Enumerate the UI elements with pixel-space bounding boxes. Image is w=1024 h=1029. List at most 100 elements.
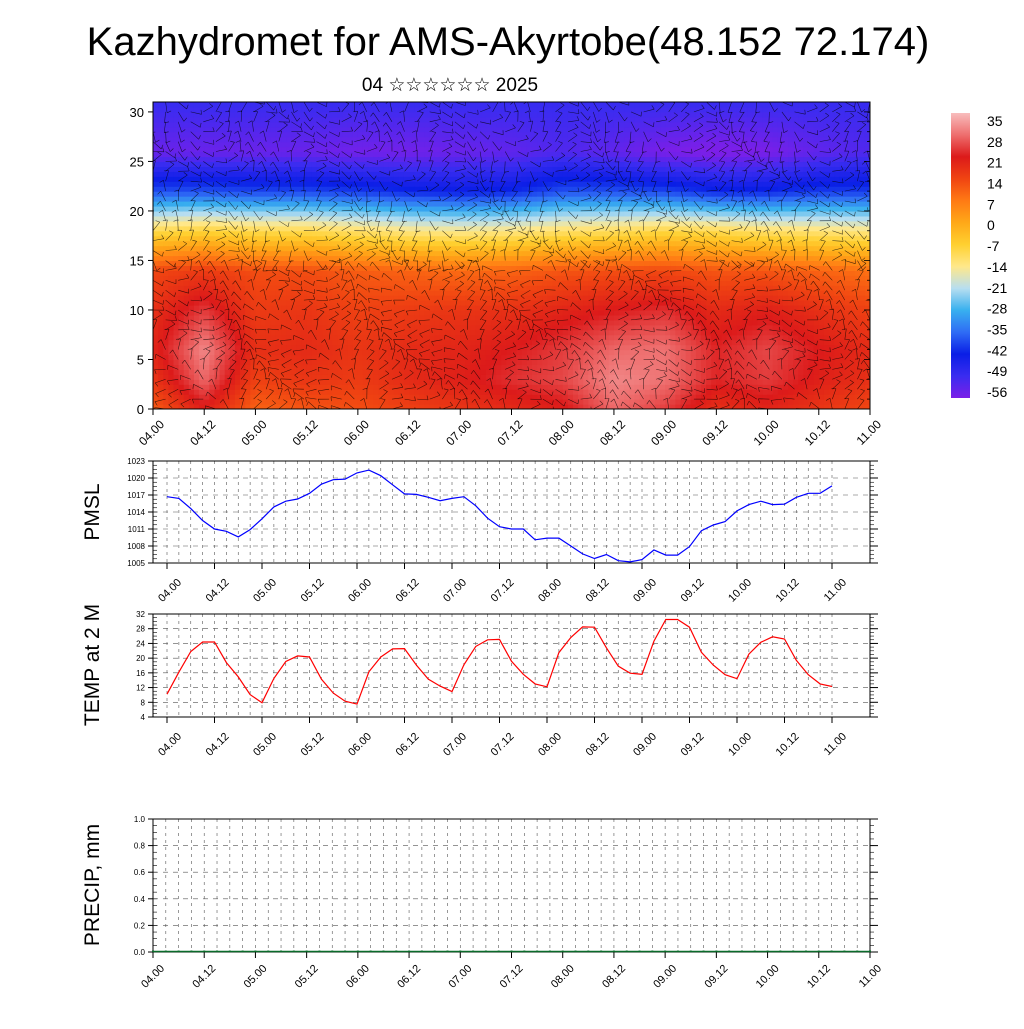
- section-cell: [261, 107, 267, 113]
- section-cell: [153, 275, 159, 281]
- section-cell: [307, 355, 313, 361]
- section-cell: [414, 330, 420, 336]
- section-cell: [220, 241, 226, 247]
- section-cell: [501, 122, 507, 128]
- section-cell: [552, 394, 558, 400]
- section-cell: [440, 236, 446, 242]
- section-cell: [491, 359, 497, 365]
- section-cell: [302, 117, 308, 123]
- section-cell: [189, 280, 195, 286]
- section-cell: [307, 112, 313, 118]
- section-cell: [558, 290, 564, 296]
- section-cell: [342, 369, 348, 375]
- section-cell: [414, 389, 420, 395]
- section-cell: [261, 161, 267, 167]
- section-cell: [486, 305, 492, 311]
- section-cell: [199, 176, 205, 182]
- section-cell: [286, 181, 292, 187]
- section-cell: [312, 340, 318, 346]
- section-cell: [230, 171, 236, 177]
- section-cell: [286, 176, 292, 182]
- section-cell: [506, 265, 512, 271]
- section-cell: [276, 226, 282, 232]
- section-cell: [399, 152, 405, 158]
- section-cell: [291, 256, 297, 262]
- section-cell: [435, 345, 441, 351]
- section-cell: [558, 226, 564, 232]
- section-cell: [394, 166, 400, 172]
- section-cell: [547, 345, 553, 351]
- section-cell: [537, 295, 543, 301]
- section-cell: [230, 260, 236, 266]
- section-cell: [465, 300, 471, 306]
- section-cell: [404, 226, 410, 232]
- section-cell: [266, 161, 272, 167]
- section-cell: [348, 236, 354, 242]
- section-cell: [445, 369, 451, 375]
- section-cell: [501, 251, 507, 257]
- section-cell: [373, 275, 379, 281]
- section-cell: [266, 305, 272, 311]
- section-cell: [342, 285, 348, 291]
- section-cell: [332, 369, 338, 375]
- section-cell: [558, 384, 564, 390]
- section-cell: [547, 117, 553, 123]
- section-cell: [486, 112, 492, 118]
- section-cell: [465, 330, 471, 336]
- section-cell: [532, 399, 538, 405]
- section-cell: [465, 137, 471, 143]
- section-cell: [291, 340, 297, 346]
- section-cell: [271, 280, 277, 286]
- section-cell: [481, 359, 487, 365]
- section-cell: [153, 359, 159, 365]
- section-cell: [204, 389, 210, 395]
- section-cell: [332, 181, 338, 187]
- section-cell: [158, 156, 164, 162]
- section-cell: [337, 340, 343, 346]
- section-cell: [291, 206, 297, 212]
- section-cell: [409, 132, 415, 138]
- section-cell: [471, 102, 477, 108]
- section-cell: [307, 241, 313, 247]
- section-cell: [266, 246, 272, 252]
- section-cell: [353, 384, 359, 390]
- section-cell: [522, 251, 528, 257]
- section-cell: [168, 285, 174, 291]
- section-cell: [532, 364, 538, 370]
- section-cell: [286, 137, 292, 143]
- section-cell: [537, 122, 543, 128]
- section-cell: [373, 384, 379, 390]
- section-cell: [389, 399, 395, 405]
- section-cell: [173, 181, 179, 187]
- section-cell: [199, 122, 205, 128]
- section-cell: [491, 330, 497, 336]
- section-cell: [230, 246, 236, 252]
- section-cell: [317, 374, 323, 380]
- section-cell: [220, 295, 226, 301]
- section-cell: [332, 399, 338, 405]
- section-cell: [440, 216, 446, 222]
- section-cell: [445, 137, 451, 143]
- section-cell: [214, 325, 220, 331]
- section-cell: [532, 350, 538, 356]
- section-cell: [512, 206, 518, 212]
- section-cell: [517, 369, 523, 375]
- section-cell: [255, 156, 261, 162]
- section-cell: [389, 142, 395, 148]
- section-cell: [291, 166, 297, 172]
- section-cell: [220, 364, 226, 370]
- section-cell: [424, 310, 430, 316]
- section-cell: [209, 186, 215, 192]
- section-cell: [235, 384, 241, 390]
- section-cell: [552, 256, 558, 262]
- section-cell: [209, 156, 215, 162]
- section-cell: [271, 285, 277, 291]
- section-cell: [389, 290, 395, 296]
- section-cell: [460, 246, 466, 252]
- section-cell: [512, 241, 518, 247]
- section-cell: [486, 369, 492, 375]
- section-cell: [163, 290, 169, 296]
- section-cell: [281, 176, 287, 182]
- section-cell: [261, 231, 267, 237]
- section-cell: [399, 161, 405, 167]
